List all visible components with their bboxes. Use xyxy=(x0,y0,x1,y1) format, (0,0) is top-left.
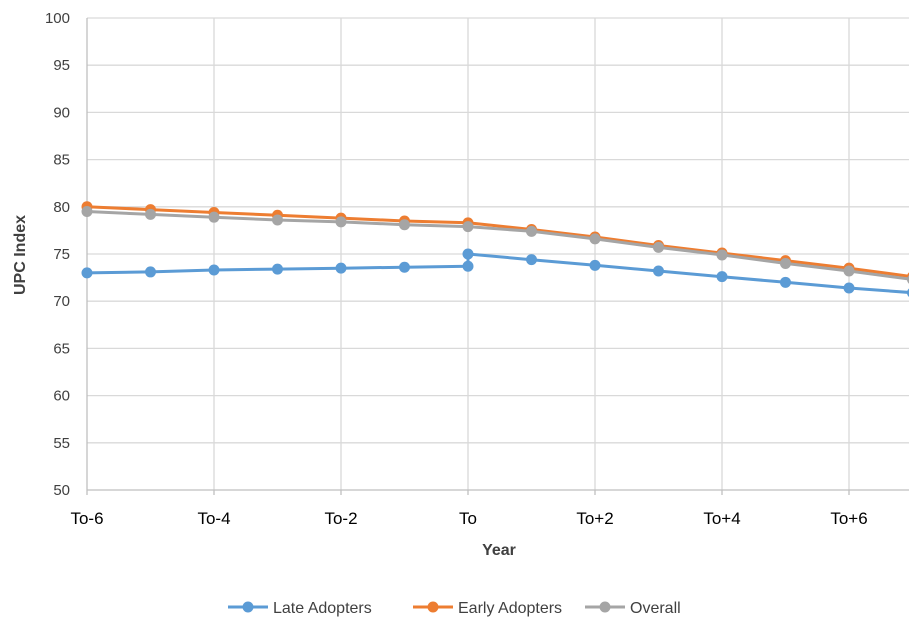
data-point xyxy=(780,276,791,288)
y-axis-title: UPC Index xyxy=(12,215,29,295)
data-point xyxy=(843,265,855,277)
data-point xyxy=(716,271,728,283)
data-point xyxy=(208,211,220,223)
data-point xyxy=(81,267,93,279)
data-point xyxy=(526,254,537,266)
data-point xyxy=(589,259,601,271)
data-point xyxy=(653,241,664,253)
x-tick-label: To+6 xyxy=(830,509,867,528)
data-point xyxy=(208,264,220,276)
data-point xyxy=(716,249,728,261)
data-point xyxy=(462,248,474,260)
series-line xyxy=(86,205,909,278)
y-tick-label: 85 xyxy=(53,152,70,169)
data-point xyxy=(145,266,156,278)
data-point xyxy=(653,265,664,277)
legend-label: Early Adopters xyxy=(458,600,562,617)
legend-label: Overall xyxy=(630,600,681,617)
legend-marker xyxy=(427,601,439,613)
axes xyxy=(86,18,909,491)
data-point xyxy=(81,206,93,218)
x-tick-label: To xyxy=(459,509,477,528)
data-point xyxy=(335,216,347,228)
y-tick-label: 95 xyxy=(53,57,70,74)
series-group xyxy=(81,201,909,297)
series-line xyxy=(86,210,909,281)
y-tick-label: 55 xyxy=(53,435,70,452)
data-point xyxy=(399,219,410,231)
y-tick-label: 75 xyxy=(53,246,70,263)
legend-label: Late Adopters xyxy=(273,600,372,617)
y-tick-label: 60 xyxy=(53,388,70,405)
data-point xyxy=(272,263,283,275)
x-tick-label: To-6 xyxy=(70,509,103,528)
y-tick-label: 50 xyxy=(53,482,70,499)
data-point xyxy=(843,282,855,294)
data-point xyxy=(272,214,283,226)
x-tick-label: To+2 xyxy=(576,509,613,528)
data-point xyxy=(526,225,537,237)
x-tick-label: To-4 xyxy=(197,509,230,528)
y-tick-label: 90 xyxy=(53,104,70,121)
legend-marker xyxy=(242,601,254,613)
grid-lines xyxy=(87,17,909,490)
y-tick-label: 100 xyxy=(45,10,70,27)
data-point xyxy=(462,221,474,233)
data-point xyxy=(399,261,410,273)
data-point xyxy=(589,233,601,245)
y-tick-label: 65 xyxy=(53,340,70,357)
data-point xyxy=(335,262,347,274)
legend: Late Adopters Early Adopters Overall xyxy=(228,600,681,617)
x-tick-label: To+4 xyxy=(703,509,740,528)
y-tick-label: 80 xyxy=(53,199,70,216)
legend-marker xyxy=(599,601,611,613)
x-axis-title: Year xyxy=(482,542,516,559)
x-tick-label: To-2 xyxy=(324,509,357,528)
y-tick-label: 70 xyxy=(53,293,70,310)
y-axis-ticks: 50 55 60 65 70 75 80 85 90 95 100 xyxy=(45,10,70,499)
data-point xyxy=(780,257,791,269)
data-point xyxy=(145,208,156,220)
x-axis-ticks: To-6 To-4 To-2 To To+2 To+4 To+6 xyxy=(70,490,868,528)
data-point xyxy=(462,260,474,272)
